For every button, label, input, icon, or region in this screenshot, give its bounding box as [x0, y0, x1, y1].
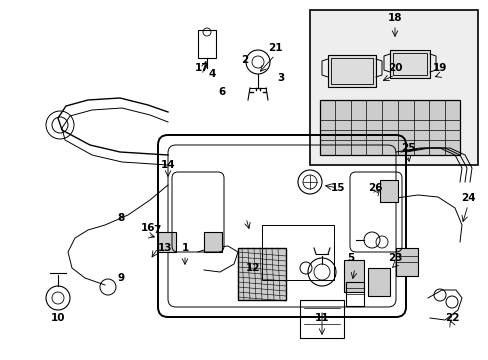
Text: 15: 15 [330, 183, 345, 193]
Text: 20: 20 [387, 63, 402, 73]
Text: 23: 23 [387, 253, 402, 263]
Text: 26: 26 [367, 183, 382, 193]
Text: 17: 17 [194, 63, 209, 73]
Bar [367, 268, 389, 296]
Bar [343, 260, 363, 292]
Text: 13: 13 [158, 243, 172, 253]
Bar [309, 10, 477, 165]
Text: 19: 19 [432, 63, 446, 73]
Bar [158, 232, 176, 252]
Bar [238, 248, 285, 300]
Text: 22: 22 [444, 313, 458, 323]
Text: 4: 4 [208, 69, 215, 79]
Text: 12: 12 [245, 263, 260, 273]
Text: 21: 21 [267, 43, 282, 53]
Bar [327, 55, 375, 87]
Text: 7: 7 [153, 225, 161, 235]
Text: 14: 14 [161, 160, 175, 170]
Text: 16: 16 [141, 223, 155, 233]
Bar [262, 225, 333, 280]
Text: 2: 2 [241, 55, 248, 65]
Bar [389, 50, 429, 78]
Text: 24: 24 [460, 193, 474, 203]
Bar [379, 180, 397, 202]
Bar [346, 282, 363, 306]
Bar [395, 248, 417, 276]
Bar [198, 30, 216, 58]
Text: 8: 8 [117, 213, 124, 223]
Text: 3: 3 [277, 73, 284, 83]
Bar [299, 300, 343, 338]
Bar [319, 100, 459, 155]
Text: 25: 25 [400, 143, 414, 153]
Text: 6: 6 [218, 87, 225, 97]
Text: 9: 9 [117, 273, 124, 283]
Text: 11: 11 [314, 313, 328, 323]
Bar [392, 53, 426, 75]
Text: 18: 18 [387, 13, 402, 23]
Text: 1: 1 [181, 243, 188, 253]
Bar [330, 58, 372, 84]
Text: 10: 10 [51, 313, 65, 323]
Bar [203, 232, 222, 252]
Text: 5: 5 [346, 253, 354, 263]
